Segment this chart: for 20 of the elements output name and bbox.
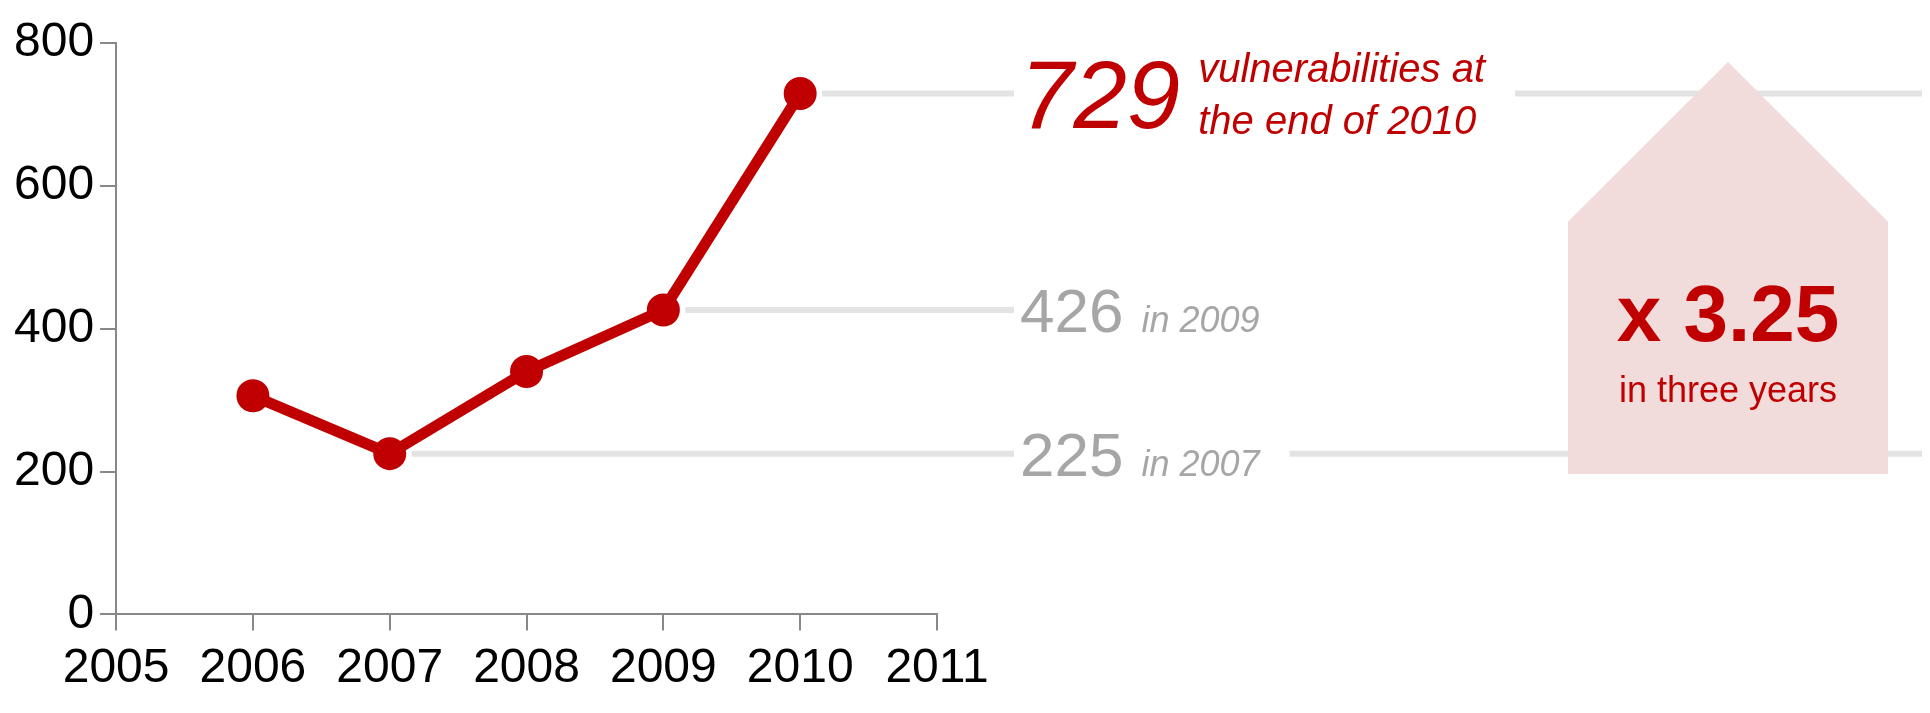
x-tick-label: 2008	[473, 639, 580, 693]
x-tick-label: 2006	[199, 639, 307, 693]
y-tick-label: 600	[13, 155, 95, 209]
y-tick-label: 200	[13, 441, 95, 495]
text: x 3.25	[1615, 269, 1841, 358]
y-tick-label: 800	[13, 13, 95, 67]
x-tick-label: 2005	[62, 639, 170, 693]
text: 225	[1020, 419, 1124, 489]
text: vulnerabilities at the end of 2010	[1198, 45, 1487, 142]
text: in 2009	[1141, 299, 1260, 341]
x-tick-label: 2011	[885, 639, 989, 693]
y-tick-label: 0	[67, 584, 95, 638]
x-tick-label: 2010	[746, 639, 854, 693]
text: 426	[1020, 276, 1124, 346]
x-tick-label: 2009	[609, 639, 717, 693]
x-tick-label: 2007	[336, 639, 444, 693]
text: in three years	[1617, 369, 1839, 410]
annotation: 729	[1020, 41, 1181, 149]
text: in 2007	[1141, 442, 1262, 484]
y-tick-label: 400	[13, 298, 95, 352]
